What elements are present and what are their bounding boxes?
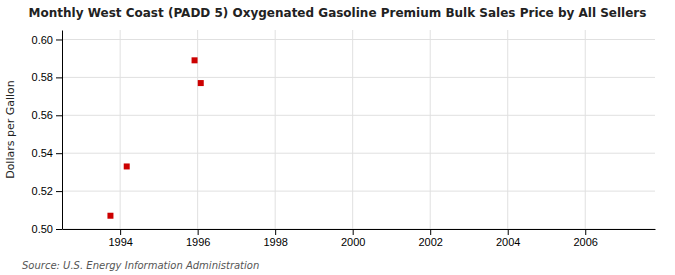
x-axis-tick-label: 1996 — [186, 236, 210, 248]
y-axis-tick: 0.60 — [32, 33, 62, 45]
y-axis-tick-label: 0.58 — [32, 71, 53, 83]
grid-line-y — [62, 77, 655, 78]
x-axis-tick-mark — [275, 229, 276, 235]
y-axis-line — [62, 31, 63, 230]
grid-line-x — [352, 30, 353, 229]
grid-line-x — [507, 30, 508, 229]
point — [124, 163, 130, 169]
point — [198, 80, 204, 86]
title: Monthly West Coast (PADD 5) Oxygenated G… — [29, 6, 647, 20]
y-axis-tick-mark — [56, 153, 62, 154]
y-axis-tick-label: 0.54 — [32, 147, 53, 159]
x-axis-tick-label: 2006 — [573, 236, 597, 248]
y-axis-tick: 0.50 — [32, 223, 62, 235]
y-axis-tick: 0.56 — [32, 109, 62, 121]
y-axis-tick-mark — [56, 115, 62, 116]
x-axis-line — [63, 229, 656, 230]
y-axis: 0.50 0.52 0.54 0.56 0.58 0.60 — [32, 31, 63, 236]
source-note: Source: U.S. Energy Information Administ… — [22, 260, 259, 271]
x-axis-tick: 1994 — [108, 229, 132, 248]
grid-line-y — [62, 191, 655, 192]
y-axis-title: Dollars per Gallon — [4, 80, 17, 179]
x-axis-tick-mark — [353, 229, 354, 235]
x-axis-tick-label: 2000 — [341, 236, 365, 248]
points — [107, 57, 203, 218]
y-axis-tick: 0.58 — [32, 71, 62, 83]
y-axis-tick-mark — [56, 229, 62, 230]
x-axis: 1994 1996 1998 2000 2002 2004 2006 — [63, 229, 656, 248]
x-axis-tick-mark — [198, 229, 199, 235]
y-axis-tick-mark — [56, 191, 62, 192]
x-axis-tick: 2006 — [573, 229, 597, 248]
y-axis-tick-label: 0.52 — [32, 185, 53, 197]
grid-line-x — [120, 30, 121, 229]
x-axis-tick-label: 2004 — [496, 236, 520, 248]
x-axis-tick-label: 1998 — [263, 236, 287, 248]
y-axis-tick: 0.54 — [32, 147, 62, 159]
grid — [62, 30, 655, 229]
y-axis-tick: 0.52 — [32, 185, 62, 197]
x-axis-tick-label: 2002 — [418, 236, 442, 248]
x-axis-tick: 2002 — [418, 229, 442, 248]
grid-line-y — [62, 115, 655, 116]
y-axis-tick-mark — [56, 39, 62, 40]
x-axis-tick: 1998 — [263, 229, 287, 248]
chart-container: Monthly West Coast (PADD 5) Oxygenated G… — [0, 0, 675, 275]
y-axis-tick-label: 0.50 — [32, 223, 53, 235]
chart-svg: Monthly West Coast (PADD 5) Oxygenated G… — [0, 0, 675, 275]
grid-line-x — [585, 30, 586, 229]
grid-line-x — [275, 30, 276, 229]
x-axis-tick: 2000 — [341, 229, 365, 248]
y-axis-tick-label: 0.56 — [32, 109, 53, 121]
x-axis-tick-mark — [120, 229, 121, 235]
x-axis-tick: 1996 — [186, 229, 210, 248]
x-axis-tick-label: 1994 — [108, 236, 132, 248]
grid-line-y — [62, 39, 655, 40]
x-axis-tick-mark — [430, 229, 431, 235]
x-axis-tick-mark — [508, 229, 509, 235]
plot-area: 1994 1996 1998 2000 2002 2004 2006 0.50 0.52 0.54… — [32, 30, 656, 248]
point — [107, 213, 113, 219]
grid-line-x — [430, 30, 431, 229]
grid-line-y — [62, 229, 655, 230]
y-axis-tick-mark — [56, 77, 62, 78]
y-axis-tick-label: 0.60 — [32, 33, 53, 45]
grid-line-y — [62, 153, 655, 154]
x-axis-tick-mark — [585, 229, 586, 235]
x-axis-tick: 2004 — [496, 229, 520, 248]
point — [192, 57, 198, 63]
